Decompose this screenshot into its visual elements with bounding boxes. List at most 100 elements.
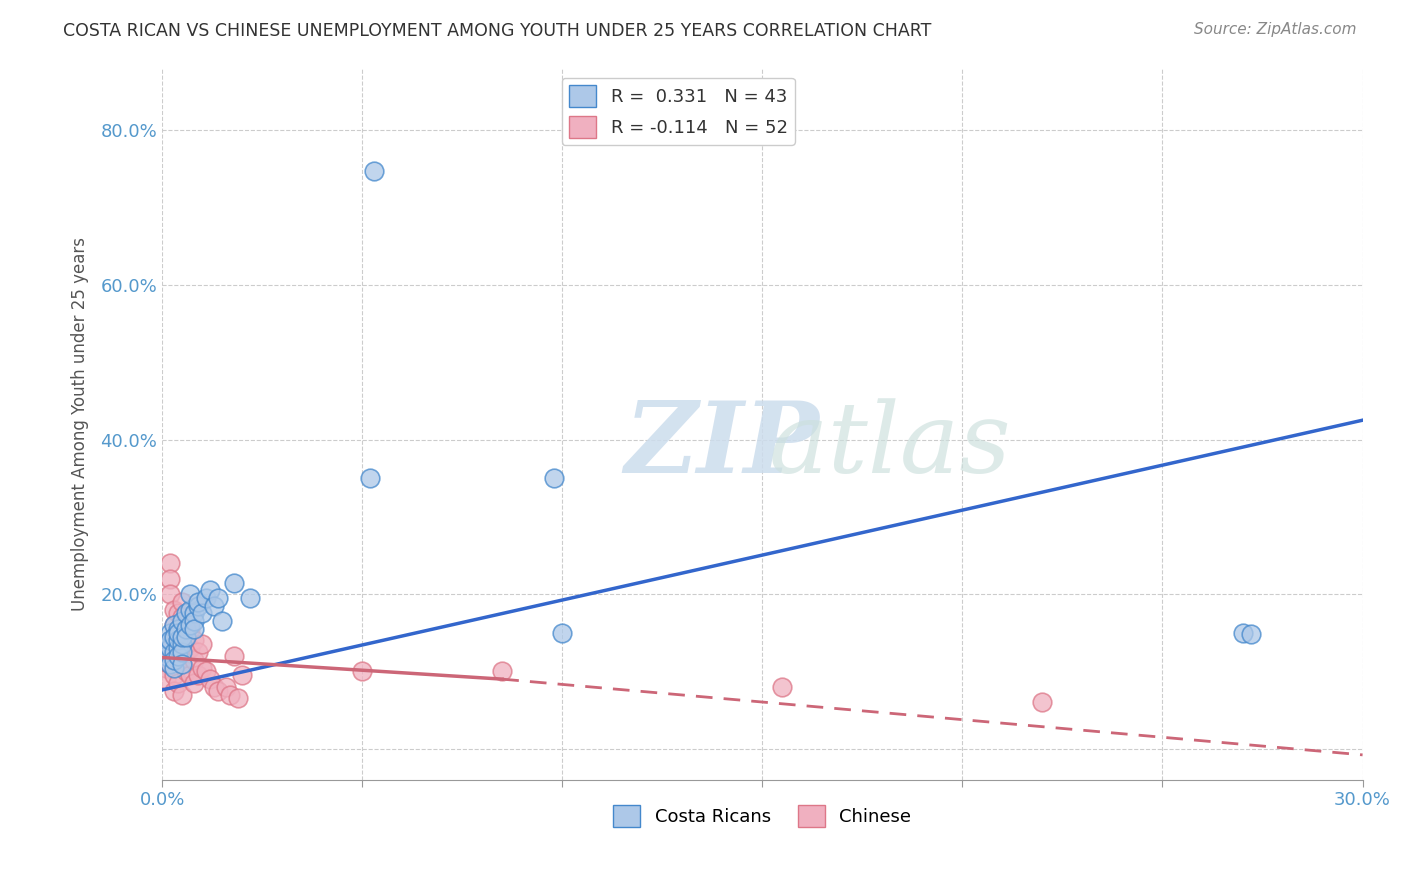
Point <box>159 641 181 656</box>
Legend: Costa Ricans, Chinese: Costa Ricans, Chinese <box>606 798 918 835</box>
Point <box>172 625 194 640</box>
Point <box>167 641 190 656</box>
Point <box>207 591 229 605</box>
Point <box>167 676 190 690</box>
Point <box>174 614 197 628</box>
Point <box>183 614 205 628</box>
Point <box>187 645 209 659</box>
Point <box>155 648 177 663</box>
Point <box>163 645 186 659</box>
Text: Source: ZipAtlas.com: Source: ZipAtlas.com <box>1194 22 1357 37</box>
Point <box>187 668 209 682</box>
Point <box>183 633 205 648</box>
Point <box>1239 627 1261 641</box>
Point <box>543 471 565 485</box>
Point <box>163 630 186 644</box>
Point <box>172 614 194 628</box>
Point <box>183 653 205 667</box>
Point <box>187 599 209 613</box>
Point <box>191 660 214 674</box>
Point <box>163 602 186 616</box>
Point <box>211 614 233 628</box>
Point <box>174 607 197 621</box>
Point <box>159 587 181 601</box>
Point <box>172 641 194 656</box>
Text: atlas: atlas <box>768 398 1011 493</box>
Point <box>172 630 194 644</box>
Point <box>1031 695 1053 709</box>
Point <box>172 645 194 659</box>
Point <box>163 653 186 667</box>
Point <box>159 641 181 656</box>
Point <box>163 618 186 632</box>
Point <box>202 599 225 613</box>
Point <box>195 591 218 605</box>
Point <box>191 607 214 621</box>
Point <box>491 665 513 679</box>
Point <box>179 618 201 632</box>
Point <box>770 680 793 694</box>
Point <box>179 587 201 601</box>
Point <box>163 660 186 674</box>
Point <box>172 688 194 702</box>
Y-axis label: Unemployment Among Youth under 25 years: Unemployment Among Youth under 25 years <box>72 237 89 611</box>
Point <box>224 575 246 590</box>
Text: ZIP: ZIP <box>624 397 820 493</box>
Point <box>207 683 229 698</box>
Point <box>172 637 194 651</box>
Point <box>179 668 201 682</box>
Point <box>172 657 194 671</box>
Point <box>352 665 374 679</box>
Point <box>167 648 190 663</box>
Point <box>163 618 186 632</box>
Point <box>179 602 201 616</box>
Point <box>155 637 177 651</box>
Point <box>155 648 177 663</box>
Point <box>172 657 194 671</box>
Point <box>172 595 194 609</box>
Point <box>155 672 177 686</box>
Point <box>159 625 181 640</box>
Point <box>174 622 197 636</box>
Point <box>191 637 214 651</box>
Point <box>167 637 190 651</box>
Point <box>167 607 190 621</box>
Point <box>239 591 262 605</box>
Point <box>155 660 177 674</box>
Point <box>174 645 197 659</box>
Point <box>174 630 197 644</box>
Point <box>363 163 385 178</box>
Point <box>226 691 249 706</box>
Point <box>195 665 218 679</box>
Point <box>174 630 197 644</box>
Point <box>167 622 190 636</box>
Point <box>183 622 205 636</box>
Point <box>551 625 574 640</box>
Point <box>187 595 209 609</box>
Point <box>163 645 186 659</box>
Point <box>359 471 381 485</box>
Point <box>159 633 181 648</box>
Point <box>179 622 201 636</box>
Point <box>219 688 242 702</box>
Point <box>167 625 190 640</box>
Text: COSTA RICAN VS CHINESE UNEMPLOYMENT AMONG YOUTH UNDER 25 YEARS CORRELATION CHART: COSTA RICAN VS CHINESE UNEMPLOYMENT AMON… <box>63 22 932 40</box>
Point <box>163 668 186 682</box>
Point <box>167 622 190 636</box>
Point <box>163 683 186 698</box>
Point <box>198 583 221 598</box>
Point <box>163 630 186 644</box>
Point <box>167 653 190 667</box>
Point <box>159 657 181 671</box>
Point <box>1232 625 1254 640</box>
Point <box>159 657 181 671</box>
Point <box>215 680 238 694</box>
Point <box>224 648 246 663</box>
Point <box>167 633 190 648</box>
Point <box>183 607 205 621</box>
Point <box>198 672 221 686</box>
Point <box>183 676 205 690</box>
Point <box>231 668 253 682</box>
Point <box>159 572 181 586</box>
Point <box>202 680 225 694</box>
